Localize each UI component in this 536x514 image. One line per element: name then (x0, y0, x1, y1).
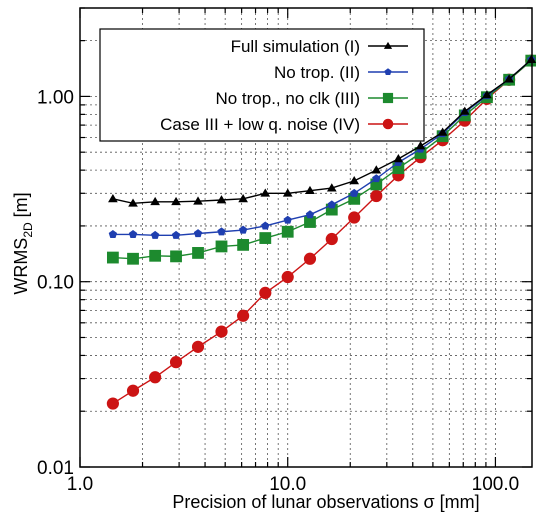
series-2-point (150, 230, 160, 239)
legend-marker-1 (383, 41, 393, 49)
x-axis-label: Precision of lunar observations σ [mm] (172, 492, 479, 512)
series-1-point (108, 194, 118, 203)
series-2-point (171, 230, 181, 239)
series-1-point (305, 185, 315, 195)
series-4-point (126, 384, 140, 397)
series-1-point (216, 195, 227, 204)
plot-frame (79, 7, 533, 468)
series-1-line (112, 59, 532, 204)
series-4-point (325, 232, 338, 246)
series-1 (108, 54, 536, 207)
series-4-point (370, 189, 383, 203)
legend-label-3: No trop., no clk (III) (215, 89, 360, 108)
series-4-point (281, 270, 294, 284)
series-2-point (108, 230, 118, 238)
series-2-point (327, 200, 336, 209)
series-1-point (415, 141, 426, 150)
series-1-point (393, 154, 404, 163)
series-2-point (350, 188, 359, 197)
series-1-point (504, 74, 514, 83)
y-axis-label: WRMS2D [m] (11, 192, 35, 294)
y-axis-label-main: WRMS (11, 238, 31, 295)
series-1-point (371, 165, 382, 174)
y-tick-label: 1.00 (37, 87, 74, 108)
series-layer (106, 54, 536, 410)
series-3-point (127, 252, 139, 265)
series-1-point (150, 196, 160, 206)
series-1-point (437, 127, 448, 136)
legend-label-2: No trop. (II) (274, 63, 360, 82)
series-1-point (171, 196, 181, 206)
x-tick-label: 100.0 (472, 474, 520, 495)
series-2-point (238, 225, 248, 234)
x-tick-label: 1.0 (67, 474, 93, 495)
series-2-point (372, 174, 381, 183)
series-3-point (192, 247, 204, 259)
series-3-point (215, 240, 228, 253)
series-4-point (237, 309, 250, 322)
series-1-point (482, 89, 492, 99)
y-axis-label-subscript: 2D (21, 222, 35, 238)
series-3-point (149, 249, 162, 262)
series-2-point (261, 221, 270, 230)
series-1-point (349, 176, 360, 185)
legend-label-4: Case III + low q. noise (IV) (160, 115, 360, 134)
series-2-point (217, 227, 226, 236)
legend-marker-2 (384, 68, 392, 76)
series-1-point (282, 188, 293, 197)
series-3-point (281, 225, 294, 238)
series-3-point (237, 238, 250, 251)
x-tick-label: 10.0 (269, 474, 306, 495)
series-1-point (128, 198, 138, 207)
series-3-point (259, 232, 272, 244)
legend-box (99, 28, 425, 142)
axis-ticks: 1.0 10.0 100.0 0.01 0.10 1.00 (37, 7, 532, 495)
series-2-point (128, 230, 138, 238)
series-3-point (106, 251, 119, 264)
y-tick-label: 0.10 (37, 273, 74, 294)
series-1-point (238, 194, 248, 203)
series-3-point (170, 250, 182, 263)
series-4-point (215, 325, 228, 338)
series-4-point (169, 356, 183, 369)
legend-marker-4 (382, 118, 394, 130)
y-tick-label: 0.01 (37, 458, 74, 479)
legend: Full simulation (I) No trop. (II) No trop.… (99, 28, 425, 142)
series-4-point (191, 340, 205, 353)
series-4-point (303, 252, 317, 265)
legend-label-1: Full simulation (I) (231, 37, 360, 56)
series-4-point (106, 397, 119, 410)
series-1-point (260, 188, 271, 197)
series-1-point (459, 106, 470, 115)
legend-marker-3 (382, 92, 394, 104)
series-4-point (348, 211, 361, 224)
y-axis-label-unit: [m] (11, 192, 31, 222)
series-1-point (326, 183, 337, 192)
series-1-point (526, 54, 536, 63)
series-2-point (305, 210, 315, 219)
series-4-point (149, 371, 162, 384)
series-4-point (259, 286, 272, 300)
series-1-point (193, 196, 203, 205)
series-2-point (283, 215, 292, 224)
series-2-point (193, 229, 203, 238)
